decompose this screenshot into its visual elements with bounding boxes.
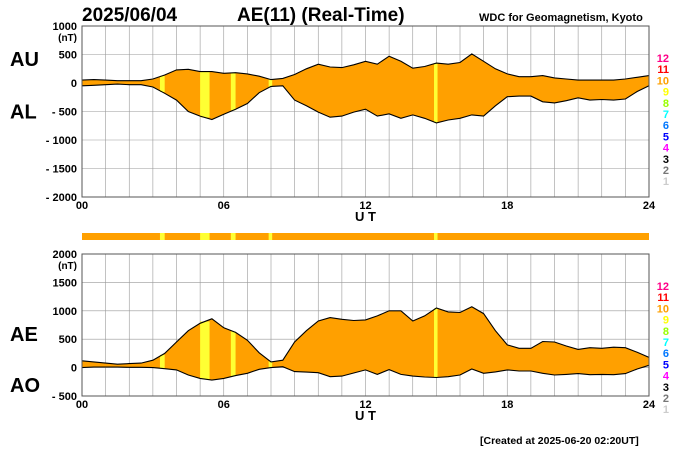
envelope-area	[82, 53, 649, 123]
station-count-label: 11	[657, 292, 669, 304]
station-count-label: 10	[657, 303, 669, 315]
x-tick-label: 12	[359, 200, 371, 212]
station-count-label: 11	[657, 64, 669, 76]
x-axis-label: U T	[355, 408, 376, 423]
upper-series-label: AE	[10, 324, 38, 346]
highlight-band	[159, 75, 165, 93]
strip-highlight	[268, 233, 273, 240]
station-count-label: 3	[663, 154, 669, 166]
highlight-band	[268, 79, 273, 87]
ae-ao-panel: 2000 1500 1000 500 0 - 500 (nT) 00 06 12 18 24 U T AE…	[10, 249, 656, 423]
station-count-label: 6	[663, 120, 669, 132]
y-tick-label: - 1500	[46, 164, 77, 176]
highlight-band	[200, 321, 210, 380]
highlight-band	[159, 354, 165, 369]
lower-series-label: AL	[10, 102, 37, 124]
x-tick-label: 24	[643, 200, 656, 212]
highlight-band	[434, 63, 438, 123]
strip-highlight	[159, 233, 165, 240]
chart-title: AE(11) (Real-Time)	[237, 5, 405, 26]
station-count-label: 4	[663, 143, 670, 155]
x-tick-label: 00	[76, 200, 88, 212]
x-tick-label: 24	[643, 399, 656, 411]
y-tick-label: 1000	[53, 21, 77, 33]
series-line-al	[81, 83, 650, 124]
station-count-label: 4	[663, 371, 670, 383]
created-label: [Created at 2025-06-20 02:20UT]	[480, 435, 639, 447]
y-tick-label: 0	[71, 363, 77, 375]
station-count-label: 1	[663, 404, 669, 416]
station-count-label: 12	[657, 281, 669, 293]
strip-highlight	[230, 233, 236, 240]
upper-series-label: AU	[10, 49, 39, 71]
station-count-label: 5	[663, 131, 669, 143]
highlight-band	[268, 361, 273, 368]
y-tick-label: - 1000	[46, 135, 77, 147]
highlight-band	[230, 331, 236, 377]
y-tick-label: - 500	[52, 107, 77, 119]
envelope-area	[82, 306, 649, 381]
series-line-au	[81, 53, 650, 82]
series-line-ae	[81, 306, 650, 365]
strip-highlight	[434, 233, 438, 240]
highlight-band	[434, 308, 438, 378]
x-tick-label: 18	[501, 200, 513, 212]
station-count-label: 2	[663, 393, 669, 405]
station-count-label: 10	[657, 75, 669, 87]
station-count-label: 5	[663, 359, 669, 371]
station-count-label: 2	[663, 165, 669, 177]
plot-frame	[81, 25, 650, 198]
highlight-band	[230, 72, 236, 111]
station-count-label: 8	[663, 98, 669, 110]
station-count-label: 1	[663, 176, 669, 188]
y-tick-label: - 500	[52, 391, 77, 403]
x-tick-label: 00	[76, 399, 88, 411]
station-count-label: 7	[663, 337, 669, 349]
station-count-label: 6	[663, 348, 669, 360]
lower-series-label: AO	[10, 375, 40, 397]
x-tick-label: 06	[218, 399, 230, 411]
date-label: 2025/06/04	[82, 5, 178, 26]
strip-bar	[82, 233, 649, 240]
station-count-label: 7	[663, 109, 669, 121]
station-count-label: 3	[663, 382, 669, 394]
y-tick-label: - 2000	[46, 192, 77, 204]
y-tick-label: 1500	[53, 277, 77, 289]
station-count-label: 12	[657, 53, 669, 65]
station-count-label: 8	[663, 326, 669, 338]
station-count-label: 9	[663, 87, 669, 99]
y-tick-label: 500	[59, 50, 77, 62]
unit-label: (nT)	[58, 33, 77, 44]
y-tick-label: 0	[71, 78, 77, 90]
plot-frame	[81, 253, 650, 397]
station-count-label: 9	[663, 315, 669, 327]
y-tick-label: 2000	[53, 249, 77, 261]
x-tick-label: 12	[359, 399, 371, 411]
source-label: WDC for Geomagnetism, Kyoto	[479, 12, 643, 24]
x-tick-label: 06	[218, 200, 230, 212]
x-tick-label: 18	[501, 399, 513, 411]
au-al-panel: 1000 500 0 - 500 - 1000 - 1500 - 2000 (nT) 00 06 1…	[10, 21, 656, 224]
x-axis-label: U T	[355, 209, 376, 224]
highlight-band	[200, 71, 210, 118]
y-tick-label: 1000	[53, 306, 77, 318]
station-count-strip	[82, 233, 649, 240]
unit-label: (nT)	[58, 261, 77, 272]
strip-highlight	[200, 233, 210, 240]
series-line-ao	[81, 364, 650, 381]
y-tick-label: 500	[59, 334, 77, 346]
